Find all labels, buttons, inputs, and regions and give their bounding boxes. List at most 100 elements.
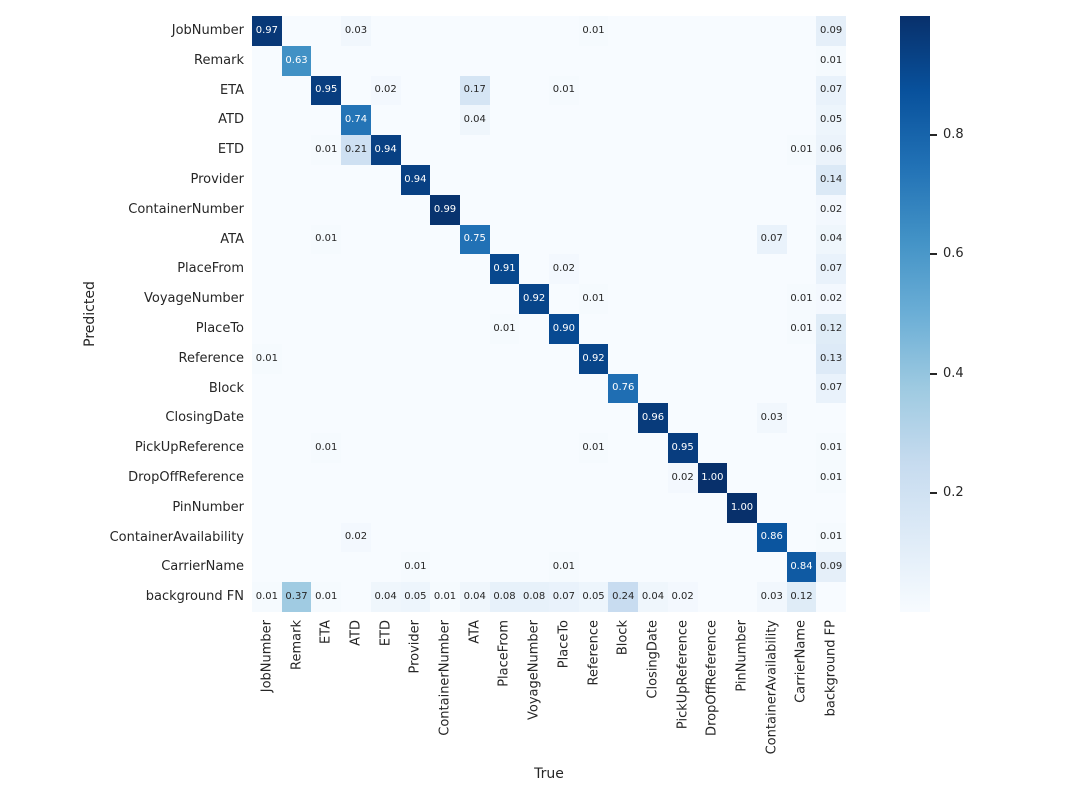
heatmap-cell [489, 45, 520, 76]
heatmap-cell: 0.01 [816, 522, 846, 553]
heatmap-cell [697, 403, 728, 434]
heatmap-cell [578, 194, 609, 225]
heatmap-cell [370, 164, 401, 195]
heatmap-cell [697, 552, 728, 583]
heatmap-cell [252, 254, 282, 285]
heatmap-cell [608, 522, 639, 553]
heatmap-cell [281, 403, 312, 434]
heatmap-cell [400, 403, 431, 434]
heatmap-cell [281, 492, 312, 523]
heatmap-cell [727, 284, 757, 314]
heatmap-cell [370, 313, 401, 344]
heatmap-cell [638, 164, 668, 195]
heatmap-cell: 0.01 [311, 433, 342, 463]
heatmap-cell [281, 16, 312, 46]
heatmap-cell [549, 433, 579, 463]
heatmap-cell [638, 343, 668, 374]
heatmap-cell: 0.01 [816, 433, 846, 463]
heatmap-cell [578, 403, 609, 434]
heatmap-cell [756, 16, 787, 46]
heatmap-cell [667, 492, 698, 523]
heatmap-cell [311, 16, 342, 46]
heatmap-cell [608, 284, 639, 314]
heatmap-cell: 0.02 [667, 582, 698, 612]
heatmap-cell [341, 313, 371, 344]
heatmap-cell [341, 284, 371, 314]
heatmap-cell: 0.96 [638, 403, 668, 434]
heatmap-cell [370, 403, 401, 434]
heatmap-cell [519, 105, 549, 136]
heatmap-cell [430, 492, 460, 523]
heatmap-cell [667, 75, 698, 106]
heatmap-cell [400, 492, 431, 523]
x-tick-label: ATD [348, 620, 364, 646]
heatmap-cell [281, 105, 312, 136]
heatmap-cell: 0.07 [816, 373, 846, 404]
heatmap-cell: 0.08 [519, 582, 549, 612]
heatmap-cell: 0.84 [786, 552, 817, 583]
x-tick-label: JobNumber [259, 620, 275, 693]
heatmap-cell: 0.94 [370, 135, 401, 165]
heatmap-cell [519, 373, 549, 404]
heatmap-cell [400, 313, 431, 344]
heatmap-cell [400, 373, 431, 404]
heatmap-cell [756, 164, 787, 195]
heatmap-cell: 0.90 [549, 313, 579, 344]
heatmap-cell [549, 492, 579, 523]
heatmap-cell [578, 45, 609, 76]
heatmap-cell [489, 75, 520, 106]
heatmap-cell: 0.07 [549, 582, 579, 612]
heatmap-cell [756, 343, 787, 374]
heatmap-cell [459, 343, 490, 374]
heatmap-cell [281, 552, 312, 583]
heatmap-cell [697, 284, 728, 314]
heatmap-cell [727, 75, 757, 106]
heatmap-cell [430, 16, 460, 46]
colorbar-tick-mark [930, 491, 937, 494]
colorbar-tick-mark [930, 134, 937, 137]
heatmap-cell [578, 135, 609, 165]
heatmap-cell: 0.01 [549, 75, 579, 106]
heatmap-cell: 0.95 [311, 75, 342, 106]
x-axis-title: True [534, 766, 564, 782]
heatmap-cell [667, 373, 698, 404]
heatmap-cell [252, 462, 282, 493]
heatmap-cell: 0.09 [816, 16, 846, 46]
heatmap-cell [519, 343, 549, 374]
heatmap-cell: 0.03 [756, 403, 787, 434]
heatmap-cell [311, 522, 342, 553]
heatmap-cell: 0.17 [459, 75, 490, 106]
heatmap-cell [400, 224, 431, 255]
heatmap-cell [786, 45, 817, 76]
heatmap-cell: 0.04 [370, 582, 401, 612]
heatmap-cell [638, 433, 668, 463]
heatmap-cell [549, 373, 579, 404]
heatmap-cell [756, 433, 787, 463]
heatmap-cell: 0.37 [281, 582, 312, 612]
heatmap-cell: 0.97 [252, 16, 282, 46]
heatmap-cell [667, 224, 698, 255]
heatmap-cell [489, 16, 520, 46]
heatmap-cell [697, 75, 728, 106]
heatmap-cell [281, 224, 312, 255]
heatmap-cell [489, 284, 520, 314]
heatmap-cell [667, 135, 698, 165]
heatmap-cell [727, 582, 757, 612]
heatmap-cell: 0.03 [341, 16, 371, 46]
heatmap-cell [727, 105, 757, 136]
heatmap-cell [697, 433, 728, 463]
heatmap-cell [311, 403, 342, 434]
heatmap-cell [786, 403, 817, 434]
heatmap-cell [519, 462, 549, 493]
heatmap-cell [786, 194, 817, 225]
heatmap-cell: 0.04 [638, 582, 668, 612]
heatmap-cell [756, 75, 787, 106]
heatmap-cell [756, 492, 787, 523]
heatmap-cell [370, 373, 401, 404]
heatmap-cell [341, 403, 371, 434]
heatmap-cell [578, 254, 609, 285]
heatmap-cell [281, 254, 312, 285]
heatmap-cell [341, 343, 371, 374]
heatmap-cell [578, 492, 609, 523]
heatmap-cell [459, 45, 490, 76]
